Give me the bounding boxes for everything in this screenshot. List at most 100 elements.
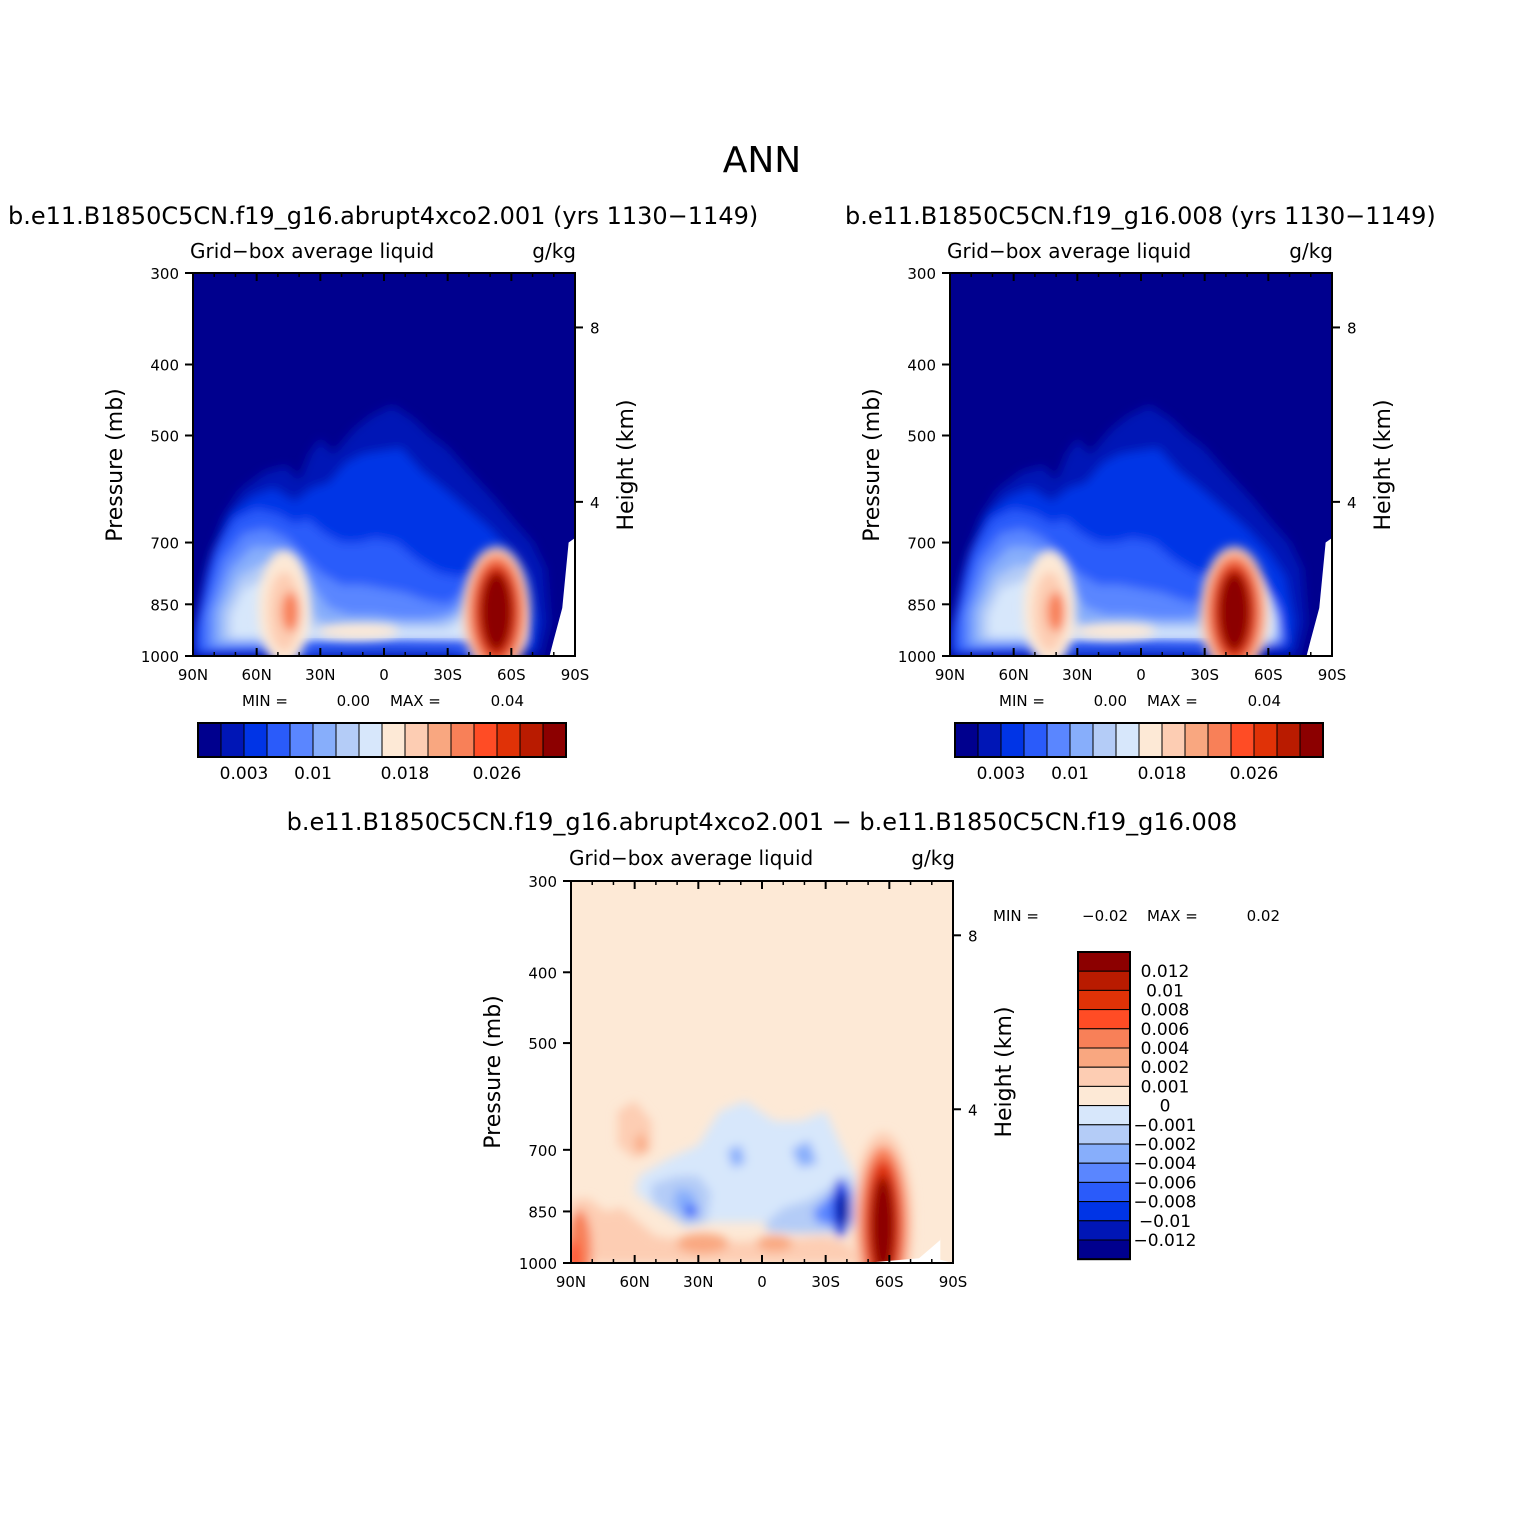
low-level-positive-level-2 — [676, 1233, 729, 1254]
sh-max-core — [1218, 571, 1251, 652]
x-tick-label: 30N — [683, 1273, 713, 1291]
panel1-max-label: MAX = — [390, 692, 441, 710]
colorbar-swatch — [1077, 1085, 1131, 1107]
colorbar-swatch — [1253, 722, 1278, 758]
colorbar-swatch — [954, 722, 979, 758]
x-tick-label: 30S — [433, 666, 462, 684]
y-tick-label: 1000 — [519, 1255, 557, 1273]
tropical-max — [318, 623, 399, 640]
sh-positive-core — [871, 1176, 895, 1263]
panel2-min-label: MIN = — [999, 692, 1045, 710]
colorbar-label: −0.006 — [1134, 1173, 1197, 1193]
panel3-subtitle: Grid−box average liquid — [569, 846, 813, 870]
y-tick-label: 850 — [907, 596, 936, 614]
colorbar-swatch — [542, 722, 567, 758]
panel1-colorbar: 0.003 0.01 0.018 0.026 — [197, 722, 567, 784]
missing-data-region — [1306, 537, 1332, 656]
arctic-positive-core — [571, 1240, 580, 1263]
colorbar-swatch — [1077, 1239, 1131, 1260]
colorbar-label: −0.012 — [1134, 1231, 1197, 1251]
y-tick-label: 1000 — [141, 648, 179, 666]
colorbar-label: 0.01 — [1051, 764, 1089, 784]
x-tick-label: 60N — [620, 1273, 650, 1291]
panel2-ylabel: Pressure (mb) — [860, 388, 885, 542]
y-tick-label: 850 — [150, 596, 179, 614]
colorbar-swatch — [1046, 722, 1071, 758]
panel2-colorbar: 0.003 0.01 0.018 0.026 — [954, 722, 1324, 784]
colorbar-frame — [1077, 951, 1131, 1261]
season-title: ANN — [723, 140, 802, 181]
colorbar-label: −0.001 — [1134, 1116, 1197, 1136]
colorbar-swatch — [1115, 722, 1140, 758]
panel3-ylabel: Pressure (mb) — [481, 995, 506, 1149]
colorbar-swatch — [266, 722, 291, 758]
missing-data-region — [549, 537, 575, 656]
x-tick-label: 90S — [561, 666, 590, 684]
colorbar-label: −0.002 — [1134, 1135, 1197, 1155]
panel1-title: b.e11.B1850C5CN.f19_g16.abrupt4xco2.001 … — [8, 202, 758, 230]
colorbar-label: −0.004 — [1134, 1154, 1197, 1174]
colorbar-frame — [197, 722, 567, 758]
colorbar-swatch — [1077, 951, 1131, 972]
colorbar-swatch — [1069, 722, 1094, 758]
colorbar-swatch — [519, 722, 544, 758]
y-tick-label: 850 — [528, 1203, 557, 1221]
x-tick-label: 60N — [999, 666, 1029, 684]
height-tick-label: 8 — [968, 927, 978, 945]
panel3-y2label: Height (km) — [992, 1006, 1017, 1137]
colorbar-label: 0.018 — [1138, 764, 1187, 784]
colorbar-swatch — [404, 722, 429, 758]
colorbar-label: 0.01 — [1146, 981, 1184, 1001]
height-tick-label: 8 — [590, 319, 600, 337]
colorbar-swatch — [1138, 722, 1163, 758]
y-tick-label: 500 — [907, 428, 936, 446]
colorbar-label: 0.01 — [294, 764, 332, 784]
panel2-max-value: 0.04 — [1248, 692, 1281, 710]
colorbar-swatch — [1077, 1201, 1131, 1222]
y-tick-label: 500 — [528, 1035, 557, 1053]
colorbar-swatch — [1077, 1143, 1131, 1164]
panel3-title: b.e11.B1850C5CN.f19_g16.abrupt4xco2.001 … — [287, 808, 1238, 836]
colorbar-swatch — [1077, 1066, 1131, 1087]
y-tick-label: 500 — [150, 428, 179, 446]
low-level-positive-level-3 — [756, 1235, 793, 1252]
panel3-units: g/kg — [911, 846, 955, 870]
y-tick-label: 400 — [907, 357, 936, 375]
colorbar-swatch — [1000, 722, 1025, 758]
panel1-max-value: 0.04 — [491, 692, 524, 710]
panel1-subtitle: Grid−box average liquid — [190, 239, 434, 263]
panel3-axes: 90N 60N 30N 0 30S 60S 90S 300 400 500 700 850 1000 8 4 — [519, 873, 978, 1291]
panel3-min-label: MIN = — [993, 907, 1039, 925]
panel1-contour-field — [193, 273, 575, 656]
x-tick-label: 30S — [811, 1273, 840, 1291]
colorbar-label: 0.018 — [381, 764, 430, 784]
colorbar-swatch — [427, 722, 452, 758]
x-tick-label: 0 — [379, 666, 389, 684]
x-tick-label: 90S — [939, 1273, 968, 1291]
y-tick-label: 700 — [528, 1142, 557, 1160]
x-tick-label: 90N — [178, 666, 208, 684]
x-tick-label: 60S — [1254, 666, 1283, 684]
x-tick-label: 60S — [497, 666, 526, 684]
nh-max-level-3 — [281, 591, 300, 632]
panel1-min-label: MIN = — [242, 692, 288, 710]
height-tick-label: 8 — [1347, 319, 1357, 337]
nh-upper-positive-core — [634, 1131, 648, 1155]
colorbar-swatch — [335, 722, 360, 758]
x-tick-label: 30N — [1062, 666, 1092, 684]
y-tick-label: 300 — [150, 265, 179, 283]
panel2-axes: 90N 60N 30N 0 30S 60S 90S 300 400 500 700 850 1000 8 4 — [898, 265, 1357, 684]
warm-maxima — [1023, 546, 1269, 656]
colorbar-label: 0.026 — [473, 764, 522, 784]
colorbar-label: 0.003 — [977, 764, 1026, 784]
colorbar-label: −0.01 — [1139, 1212, 1191, 1232]
x-tick-label: 30N — [305, 666, 335, 684]
panel1-axes: 90N 60N 30N 0 30S 60S 90S 300 400 500 700 850 1000 8 4 — [141, 265, 600, 684]
panel3-max-value: 0.02 — [1247, 907, 1280, 925]
colorbar-label: 0.006 — [1141, 1020, 1190, 1040]
panel3-colorbar: 0.0120.010.0080.0060.0040.0020.0010−0.00… — [1077, 951, 1197, 1261]
diff-smoothed-layers — [571, 1100, 913, 1263]
colorbar-swatch — [1077, 1181, 1131, 1203]
x-tick-label: 90S — [1318, 666, 1347, 684]
